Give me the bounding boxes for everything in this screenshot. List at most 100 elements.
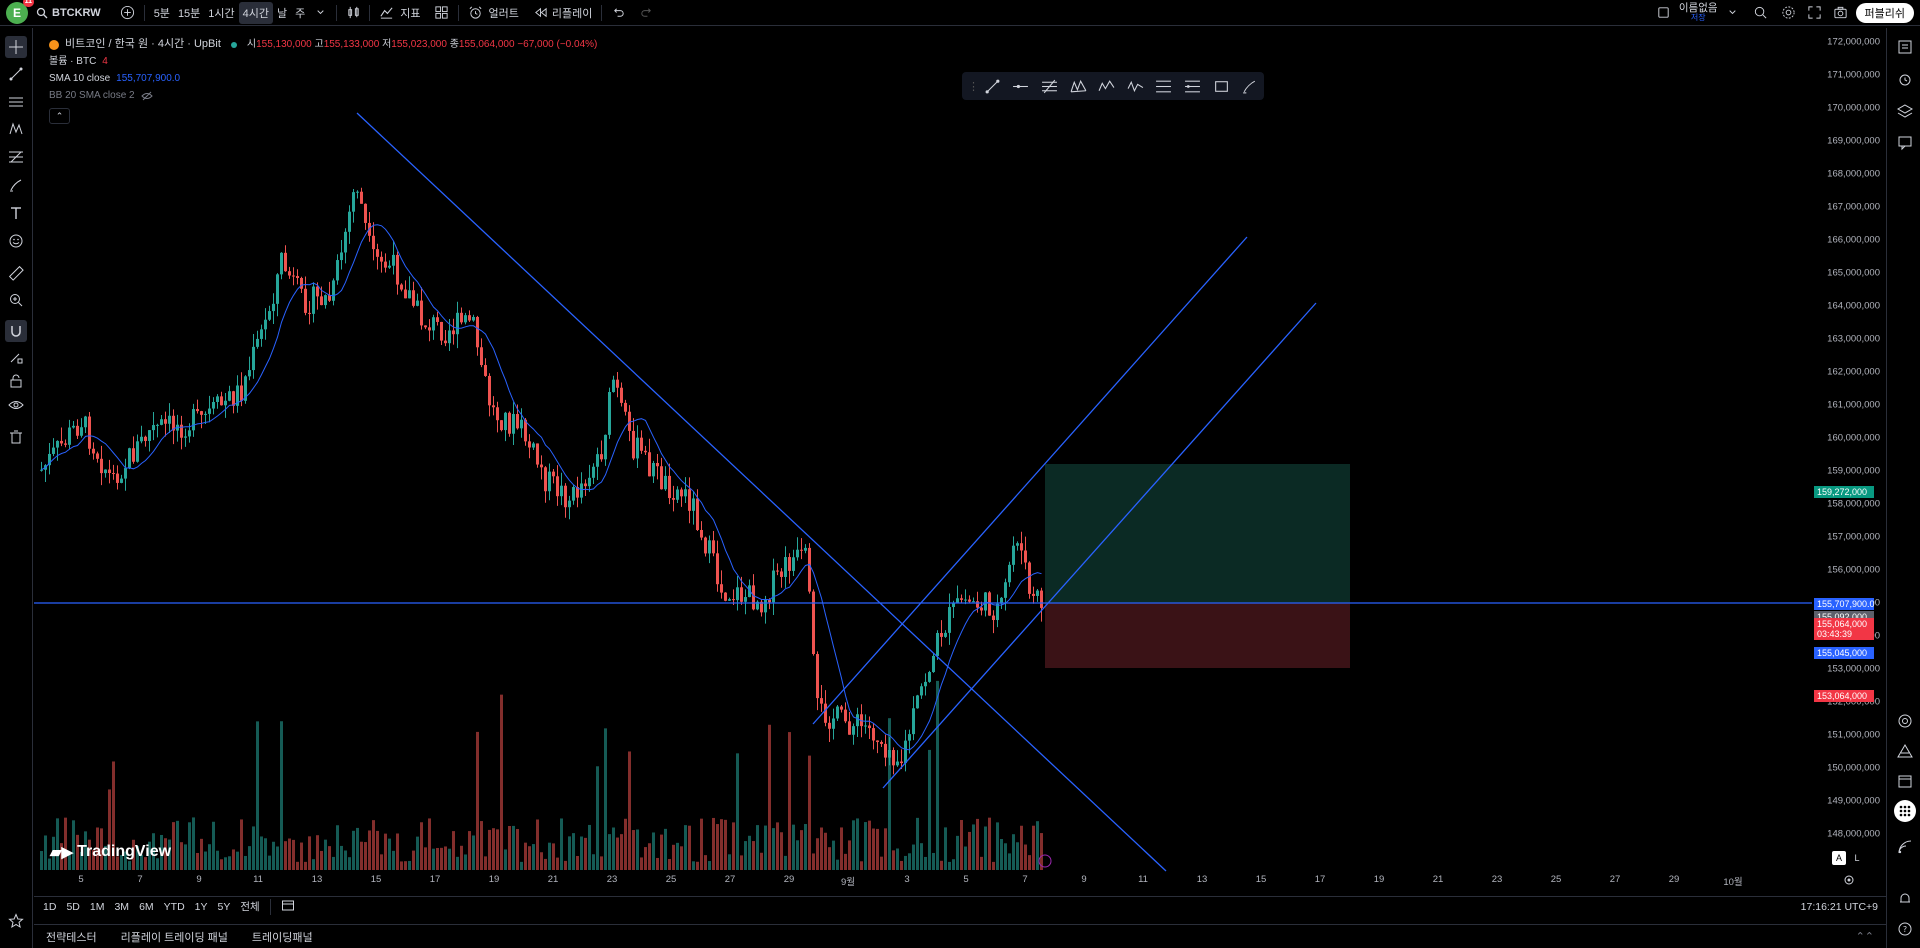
stream-button[interactable] — [1894, 836, 1916, 858]
quick-search-button[interactable] — [1750, 2, 1772, 24]
layout-name[interactable]: 이름없음 저장 — [1679, 2, 1718, 23]
magnet-tool[interactable] — [5, 320, 27, 342]
pattern-tool[interactable] — [5, 118, 27, 140]
lines-tool[interactable] — [5, 91, 27, 113]
interval-day[interactable]: 날 — [277, 7, 288, 20]
fav-pattern-tool[interactable] — [1064, 72, 1093, 100]
settings-button[interactable] — [1778, 2, 1800, 24]
zoom-tool[interactable] — [5, 289, 27, 311]
tab-replay-trading[interactable]: 리플레이 트레이딩 패널 — [120, 931, 228, 944]
range-1d[interactable]: 1D — [43, 900, 57, 913]
layout-dropdown[interactable] — [1722, 2, 1744, 24]
fav-fib-extension-tool[interactable] — [1178, 72, 1207, 100]
redo-button[interactable] — [635, 2, 657, 24]
user-avatar[interactable]: E 11 — [6, 0, 34, 24]
chat-button[interactable] — [1894, 132, 1916, 154]
tab-strategy-tester[interactable]: 전략테스터 — [46, 931, 97, 944]
range-6m[interactable]: 6M — [139, 900, 154, 913]
candle-body — [880, 742, 883, 744]
descending-trendline[interactable] — [356, 112, 1167, 872]
eye-hidden-icon[interactable] — [140, 91, 153, 101]
panel-collapse-button[interactable]: ⌃⌃ — [1855, 931, 1874, 943]
brush-tool[interactable] — [5, 174, 27, 196]
fav-elliott-tool[interactable] — [1092, 72, 1121, 100]
watchlist-button[interactable] — [1894, 36, 1916, 58]
range-all[interactable]: 전체 — [240, 901, 260, 913]
long-position-target-zone[interactable] — [1045, 464, 1350, 603]
bb-legend-row[interactable]: BB 20 SMA close 2 — [49, 87, 597, 104]
chart-type-button[interactable] — [342, 2, 364, 24]
fav-horizontal-ray-tool[interactable] — [1007, 72, 1036, 100]
ruler-tool[interactable] — [5, 262, 27, 284]
apps-button[interactable] — [1894, 800, 1916, 822]
clock-timezone[interactable]: 17:16:21 UTC+9 — [1800, 901, 1878, 913]
trendline-tool[interactable] — [5, 63, 27, 85]
ascending-channel-lower[interactable] — [882, 302, 1317, 789]
text-tool[interactable] — [5, 202, 27, 224]
interval-5m[interactable]: 5분 — [153, 7, 170, 20]
volume-legend-row[interactable]: 볼륨 · BTC 4 — [49, 53, 597, 70]
range-ytd[interactable]: YTD — [163, 900, 185, 913]
notifications-button[interactable] — [1894, 888, 1916, 910]
interval-1h[interactable]: 1시간 — [208, 7, 235, 20]
templates-button[interactable] — [431, 2, 453, 24]
range-5d[interactable]: 5D — [66, 900, 80, 913]
goto-date-button[interactable] — [276, 898, 300, 915]
long-position-stop-zone[interactable] — [1045, 603, 1350, 668]
ascending-channel-upper[interactable] — [812, 236, 1248, 725]
indicators-button[interactable]: 지표 — [375, 2, 424, 24]
drag-handle-icon[interactable]: ⋮ — [968, 80, 979, 93]
help-button[interactable]: ? — [1894, 918, 1916, 940]
hide-drawings-tool[interactable] — [5, 394, 27, 416]
divider — [601, 4, 603, 21]
calendar-button[interactable] — [1894, 770, 1916, 792]
crosshair-tool[interactable] — [5, 36, 27, 58]
lock-drawings-tool[interactable] — [5, 370, 27, 392]
fav-parallel-channel-tool[interactable] — [1035, 72, 1064, 100]
range-5y[interactable]: 5Y — [217, 900, 231, 913]
fav-wave-tool[interactable] — [1121, 72, 1150, 100]
range-1m[interactable]: 1M — [89, 900, 105, 913]
interval-week[interactable]: 주 — [295, 7, 306, 20]
range-3m[interactable]: 3M — [114, 900, 130, 913]
legend-collapse-button[interactable]: ⌃ — [49, 108, 70, 124]
interval-4h[interactable]: 4시간 — [238, 1, 274, 24]
reset-time-scale-button[interactable] — [1843, 874, 1855, 886]
object-tree-button[interactable] — [1894, 100, 1916, 122]
fav-brush-tool[interactable] — [1235, 72, 1264, 100]
emoji-tool[interactable] — [5, 230, 27, 252]
interval-15m[interactable]: 15분 — [177, 7, 201, 20]
tradingview-logo[interactable]: ▰▶ TradingView — [50, 843, 171, 861]
compare-symbol-button[interactable] — [117, 2, 139, 24]
fib-tool[interactable] — [5, 146, 27, 168]
interval-dropdown[interactable] — [309, 2, 331, 24]
range-1y[interactable]: 1Y — [194, 900, 208, 913]
fav-fib-tool[interactable] — [1150, 72, 1179, 100]
screener-button[interactable] — [1894, 740, 1916, 762]
fullscreen-button[interactable] — [1804, 2, 1826, 24]
sma-legend-row[interactable]: SMA 10 close 155,707,900.0 — [49, 70, 597, 87]
fav-rectangle-tool[interactable] — [1207, 72, 1236, 100]
price-chart[interactable] — [34, 28, 1886, 894]
undo-button[interactable] — [607, 2, 629, 24]
price-axis[interactable]: 172,000,000 171,000,000 170,000,000 169,000… — [1812, 28, 1886, 874]
favorites-tool[interactable] — [5, 910, 27, 932]
log-scale-button[interactable]: L — [1854, 853, 1860, 863]
publish-button[interactable]: 퍼블리쉬 — [1855, 2, 1914, 23]
remove-drawings-tool[interactable] — [5, 426, 27, 448]
alert-button[interactable]: 얼러트 — [464, 2, 523, 24]
stay-in-drawing-tool[interactable] — [5, 346, 27, 368]
broadcast-icon — [1898, 840, 1912, 854]
time-axis[interactable]: 5 7 9 11 13 15 17 19 21 23 25 27 29 9월 3 5 7 9 11 13 15 17 19 2… — [34, 870, 1846, 890]
auto-scale-button[interactable]: A — [1832, 851, 1846, 865]
snapshot-button[interactable] — [1830, 2, 1852, 24]
candle-body — [568, 500, 571, 508]
replay-marker-icon[interactable] — [1038, 854, 1052, 868]
alerts-panel-button[interactable] — [1894, 68, 1916, 90]
ideas-button[interactable] — [1894, 710, 1916, 732]
fav-trendline-tool[interactable] — [978, 72, 1007, 100]
tab-trading-panel[interactable]: 트레이딩패널 — [251, 931, 313, 944]
symbol-search[interactable]: BTCKRW — [32, 2, 105, 24]
replay-button[interactable]: 리플레이 — [529, 2, 596, 24]
layout-icon-button[interactable] — [1653, 2, 1675, 24]
